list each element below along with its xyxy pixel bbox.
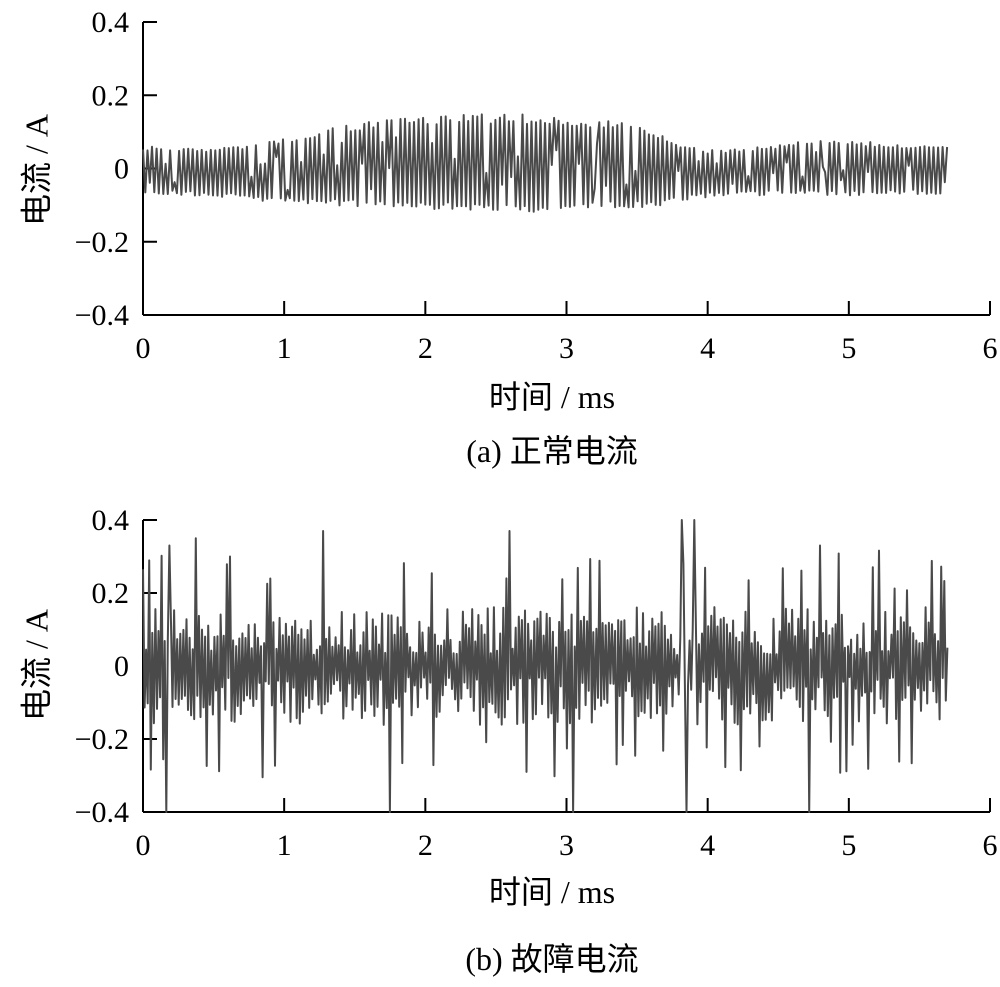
panel-b-fault-current: 电流 / A 时间 / ms (b) 故障电流 0 1 2 3 4 5 60.40.20−0… [18,504,997,977]
y-axis-label: 电流 / A [18,609,54,721]
y-tick-label: −0.4 [75,796,129,829]
y-tick-label: 0 [114,153,129,186]
x-tick-label: 0 [136,332,151,365]
y-tick-label: 0.4 [92,504,130,537]
x-tick-label: 1 [277,829,292,862]
x-tick-label: 4 [700,829,715,862]
x-tick-label: 5 [841,332,856,365]
y-tick-label: 0.4 [92,6,130,39]
panel-a-normal-current: 电流 / A 时间 / ms (a) 正常电流 0 1 2 3 4 5 60.40.20−0… [18,6,997,469]
x-tick-label: 0 [136,829,151,862]
x-tick-label: 3 [559,332,574,365]
y-tick-label: 0.2 [92,577,130,610]
x-tick-label: 2 [418,332,433,365]
x-tick-label: 5 [841,829,856,862]
x-tick-label: 1 [277,332,292,365]
y-axis-label: 电流 / A [18,114,54,226]
caption-a: (a) 正常电流 [466,433,638,469]
x-tick-label: 6 [983,829,998,862]
y-tick-label: −0.2 [75,226,129,259]
x-tick-label: 3 [559,829,574,862]
x-tick-label: 2 [418,829,433,862]
current-trace [142,519,949,813]
y-tick-label: −0.4 [75,299,129,332]
x-axis-label: 时间 / ms [489,379,615,415]
y-tick-label: 0.2 [92,79,130,112]
current-trace [142,113,949,213]
y-tick-label: 0 [114,650,129,683]
caption-b: (b) 故障电流 [465,941,638,977]
x-tick-label: 6 [983,332,998,365]
y-tick-label: −0.2 [75,723,129,756]
x-tick-label: 4 [700,332,715,365]
x-axis-label: 时间 / ms [489,874,615,910]
